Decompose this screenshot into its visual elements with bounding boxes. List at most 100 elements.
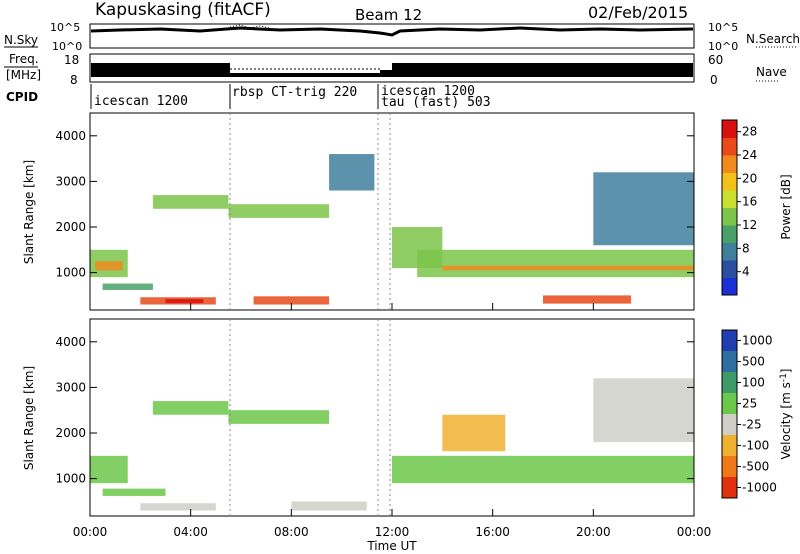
nave-label: Nave xyxy=(756,65,787,79)
cpid-segment-3: icescan 1200 xyxy=(381,84,475,99)
freq-frame xyxy=(89,53,695,83)
xtick-label-1: 04:00 xyxy=(173,525,208,539)
vel-cbar-label-main: Velocity [m s xyxy=(779,382,793,459)
vel-cbar-ticklabel-4: -25 xyxy=(742,418,762,432)
data-region-11 xyxy=(442,265,694,271)
nsky-tick-bottom: 10^0 xyxy=(52,40,82,53)
velocity-cells xyxy=(90,378,694,511)
vel-cbar-swatch-3 xyxy=(722,393,737,415)
freq-block-d xyxy=(392,63,693,77)
vel-cbar-ticklabel-6: -500 xyxy=(742,460,769,474)
vel-cbar-ticklabel-7: -1000 xyxy=(742,481,777,495)
ytick-label-1: 2000 xyxy=(55,220,86,234)
freq-panel: Freq. [MHz] 18 8 60 0 Nave xyxy=(4,52,787,87)
x-axis: Time UT 00:00 04:00 08:00 12:00 16:00 20:00 00… xyxy=(73,303,712,553)
vel-cbar-swatch-1 xyxy=(722,351,737,373)
data-region-2 xyxy=(102,283,153,290)
station-title: Kapuskasing (fitACF) xyxy=(95,0,271,20)
data-region-3 xyxy=(152,401,229,415)
ytick-label-2: 3000 xyxy=(55,380,86,394)
vel-cbar-ticklabel-3: 25 xyxy=(742,397,757,411)
data-region-8 xyxy=(593,378,694,443)
power-cbar-label: Power [dB] xyxy=(779,174,793,239)
nsearch-label: N.Search xyxy=(746,32,800,46)
x-axis-label: Time UT xyxy=(366,539,417,553)
power-cbar-swatch-1 xyxy=(722,260,737,278)
cpid-segment-2: rbsp CT-trig 220 xyxy=(232,85,357,100)
power-ylabel: Slant Range [km] xyxy=(22,160,36,264)
ytick-label-3: 4000 xyxy=(55,335,86,349)
power-cbar-ticklabel-4: 20 xyxy=(742,171,757,185)
power-cbar-swatch-5 xyxy=(722,190,737,208)
nsky-frame xyxy=(89,23,695,49)
velocity-ylabel: Slant Range [km] xyxy=(22,366,36,470)
data-region-6 xyxy=(392,455,694,484)
ytick-label-2: 3000 xyxy=(55,174,86,188)
power-cbar-ticklabel-0: 4 xyxy=(742,265,750,279)
vel-cbar-ticklabel-2: 100 xyxy=(742,376,765,390)
power-cbar-frame xyxy=(721,119,738,296)
freq-label-1: Freq. xyxy=(9,52,39,66)
power-cbar-swatch-9 xyxy=(722,120,737,138)
data-region-1 xyxy=(95,261,123,271)
velocity-yticks: 1000 2000 3000 4000 xyxy=(55,335,694,486)
power-cbar-swatch-3 xyxy=(722,225,737,243)
freq-tick-bottom: 8 xyxy=(70,73,78,87)
nave-tick-bottom: 0 xyxy=(710,73,718,87)
vel-cbar-swatch-7 xyxy=(722,477,737,499)
power-cbar-ticklabel-1: 8 xyxy=(742,241,750,255)
power-cbar-swatch-0 xyxy=(722,277,737,296)
velocity-panel: 1000 2000 3000 4000 Slant Range [km] xyxy=(22,318,695,517)
power-cbar-ticklabel-6: 28 xyxy=(742,125,757,139)
ytick-label-3: 4000 xyxy=(55,129,86,143)
vel-cbar-swatch-2 xyxy=(722,372,737,394)
vel-cbar-swatch-0 xyxy=(722,330,737,352)
vel-cbar-swatch-4 xyxy=(722,414,737,436)
nsearch-tick-bottom: 10^0 xyxy=(708,40,738,53)
date-title: 02/Feb/2015 xyxy=(588,3,688,22)
nsky-panel: N.Sky 10^5 10^0 10^5 10^0 N.Search xyxy=(4,21,800,53)
vel-cbar-label: Velocity [m s-1] xyxy=(779,369,793,460)
ytick-label-0: 1000 xyxy=(55,472,86,486)
xtick-label-2: 08:00 xyxy=(274,525,309,539)
vel-cbar-swatch-5 xyxy=(722,435,737,457)
power-cbar-ticks: 4 8 12 16 20 24 28 xyxy=(737,125,757,279)
data-region-7 xyxy=(442,414,506,452)
vel-cbar-label-close: ] xyxy=(779,369,793,374)
nsearch-trace xyxy=(229,24,271,29)
freq-block-a xyxy=(91,63,230,77)
xtick-label-0: 00:00 xyxy=(73,525,108,539)
power-cbar-ticklabel-3: 16 xyxy=(742,195,757,209)
cpid-segment-4: tau (fast) 503 xyxy=(381,95,491,110)
data-region-1 xyxy=(102,488,166,496)
vel-cbar-cells xyxy=(722,330,737,499)
power-cbar-swatch-6 xyxy=(722,172,737,191)
xtick-label-4: 16:00 xyxy=(475,525,510,539)
power-cbar-swatch-7 xyxy=(722,155,737,173)
data-region-6 xyxy=(228,204,330,218)
data-region-7 xyxy=(253,296,330,305)
power-panel: 1000 2000 3000 4000 Slant Range [km] xyxy=(22,112,695,311)
vel-cbar-ticklabel-1: 500 xyxy=(742,355,765,369)
power-yticks: 1000 2000 3000 4000 xyxy=(55,129,694,280)
nsky-label: N.Sky xyxy=(4,33,38,47)
data-region-5 xyxy=(152,195,229,209)
data-region-5 xyxy=(291,501,367,511)
power-cells xyxy=(90,154,694,305)
data-region-8 xyxy=(329,154,375,191)
vel-cbar-swatch-6 xyxy=(722,456,737,478)
freq-tick-top: 18 xyxy=(64,53,79,67)
data-region-4 xyxy=(228,410,330,424)
ytick-label-1: 2000 xyxy=(55,426,86,440)
nsearch-tick-top: 10^5 xyxy=(708,21,738,34)
vel-cbar-ticklabel-5: -100 xyxy=(742,439,769,453)
xtick-label-6: 00:00 xyxy=(677,525,712,539)
data-region-2 xyxy=(140,503,216,511)
power-cbar-swatch-4 xyxy=(722,207,737,226)
freq-label-2: [MHz] xyxy=(6,68,41,82)
nsky-trace xyxy=(90,26,694,37)
cpid-row: CPID icescan 1200 rbsp CT-trig 220 icesc… xyxy=(6,84,491,110)
vel-cbar-frame xyxy=(721,329,738,499)
power-colorbar: 4 8 12 16 20 24 28 Power [dB] xyxy=(721,119,793,296)
